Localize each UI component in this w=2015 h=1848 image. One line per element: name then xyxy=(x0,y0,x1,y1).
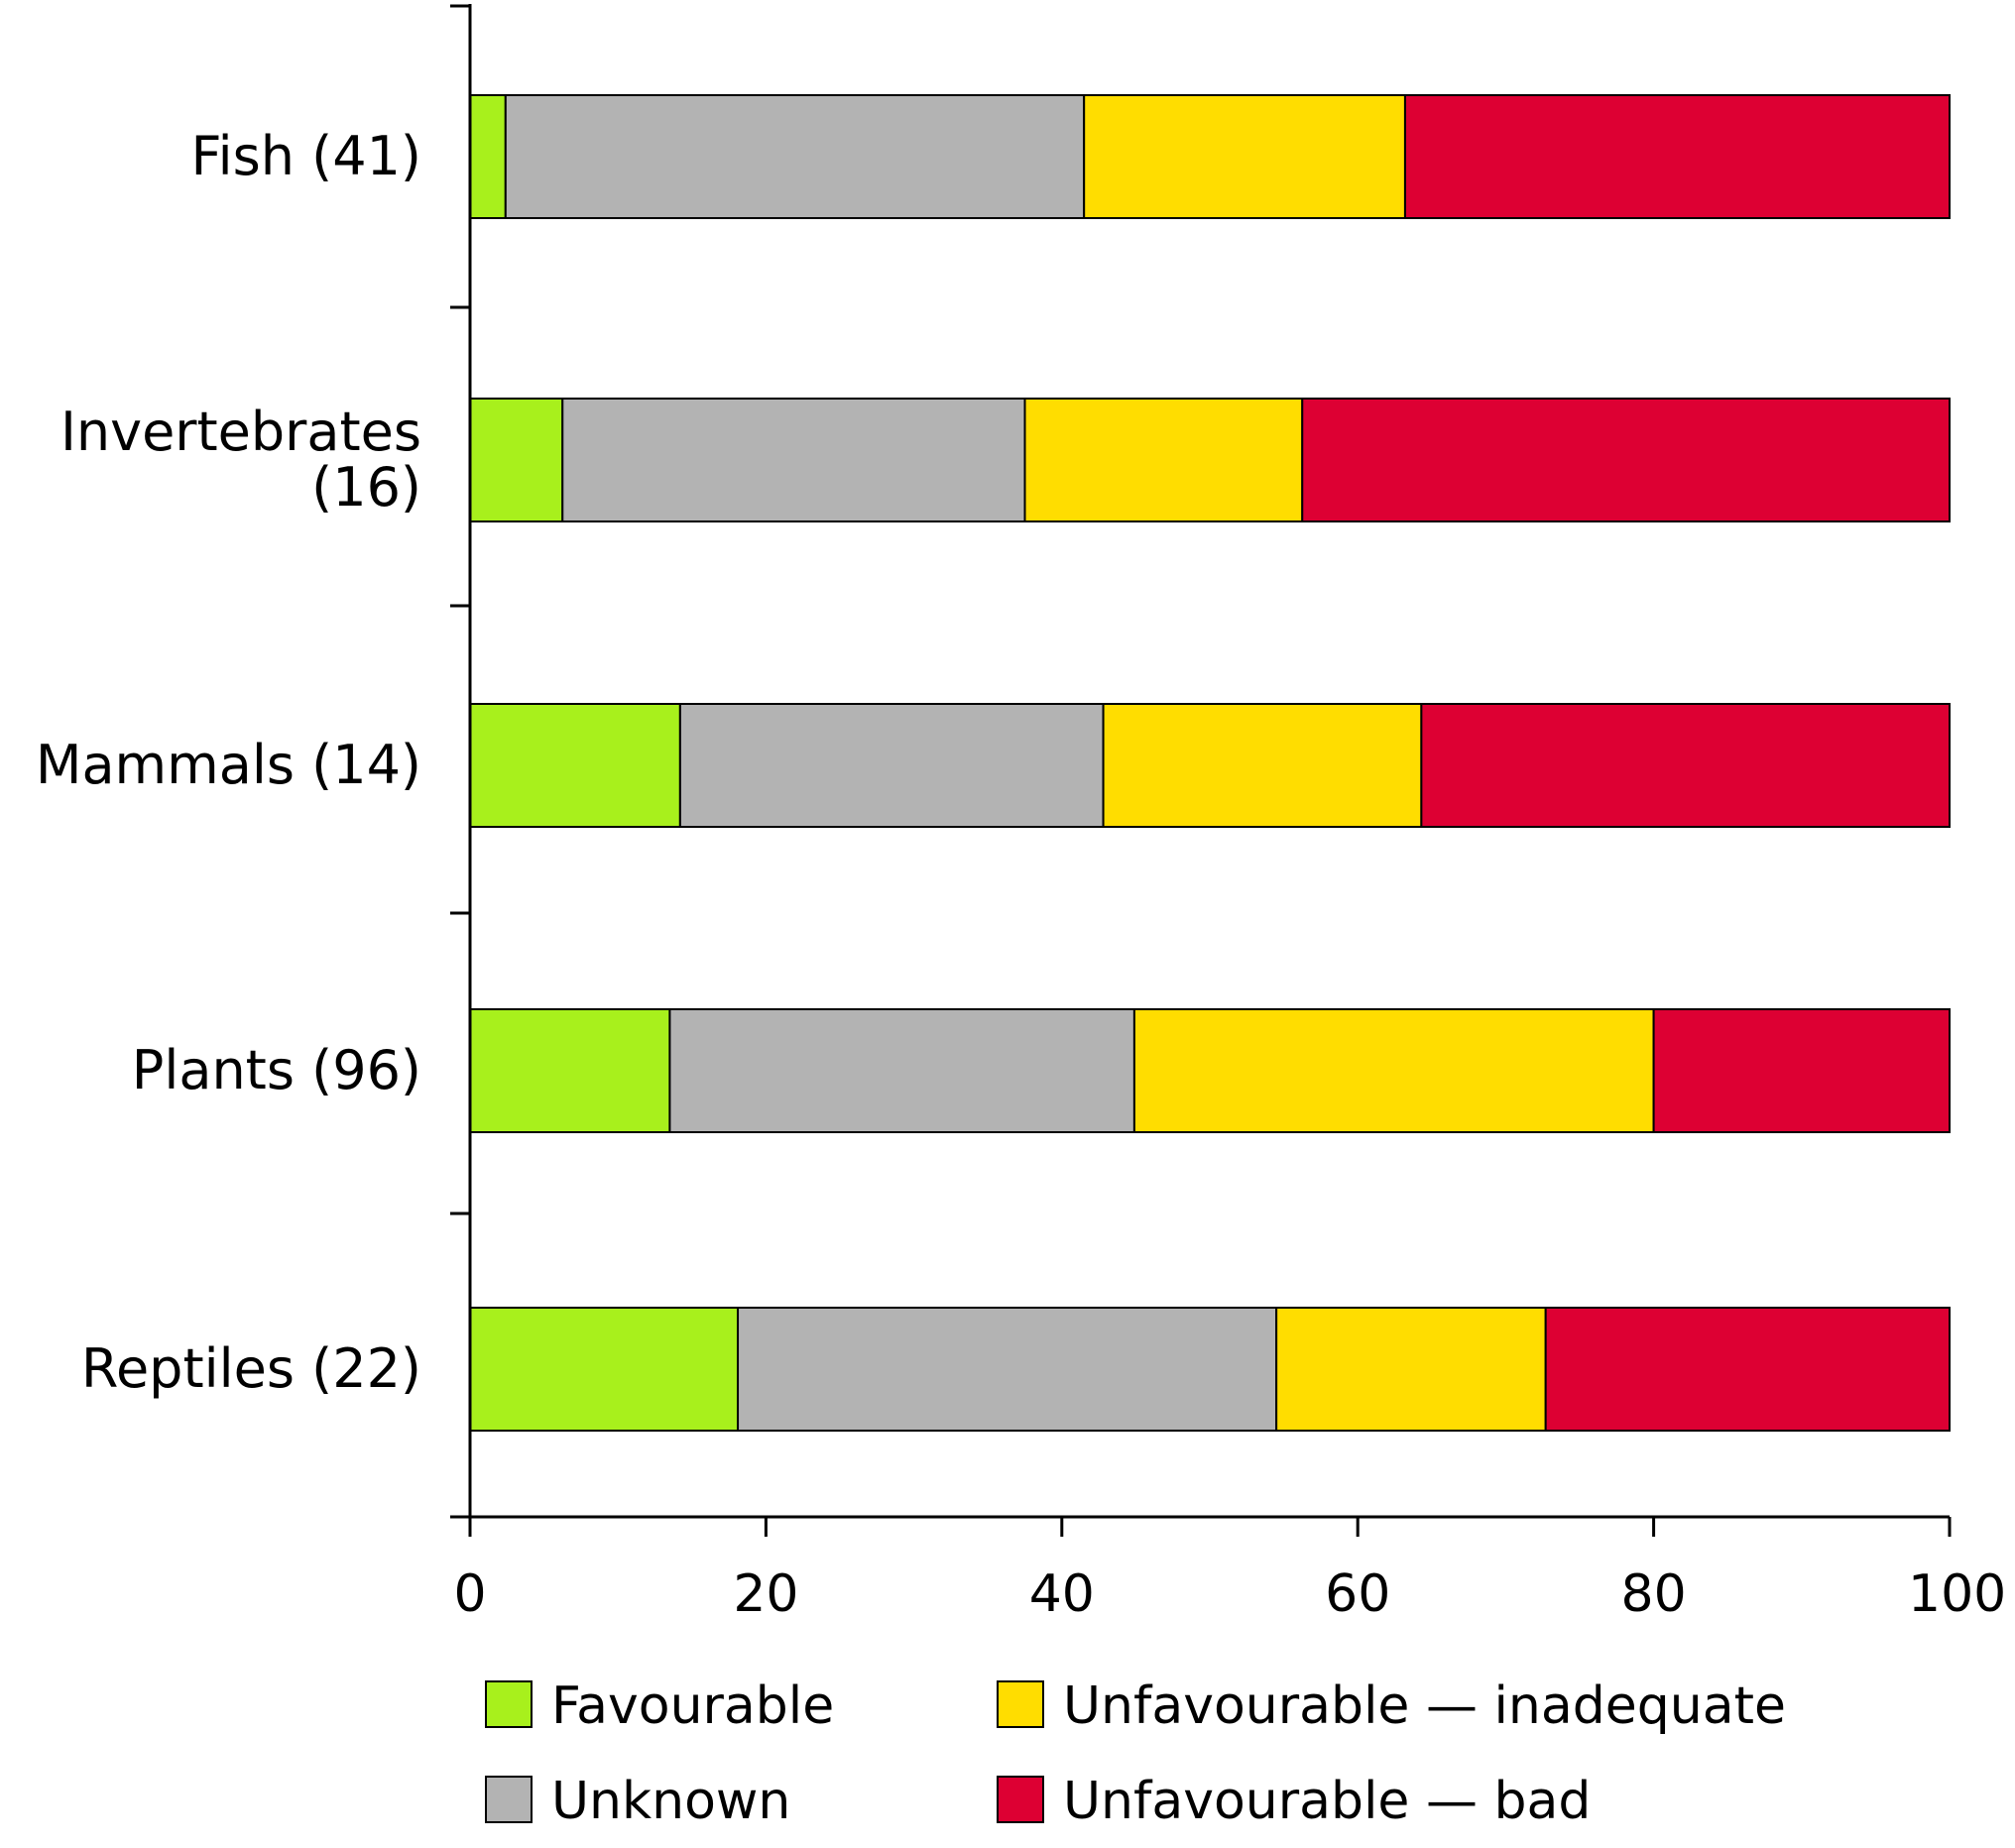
legend-label-unfavourable-inadequate: Unfavourable — inadequate xyxy=(1063,1676,1786,1736)
legend-label-unknown: Unknown xyxy=(551,1772,790,1831)
category-label-invertebrates-16: Invertebrates (16) xyxy=(60,401,421,519)
legend-swatch-favourable xyxy=(485,1680,533,1728)
bar-invertebrates-16-unfavourable-bad xyxy=(1301,398,1951,522)
x-tick-label: 0 xyxy=(453,1564,486,1624)
category-label-fish-41: Fish (41) xyxy=(190,125,421,187)
bars-layer xyxy=(469,94,1951,1432)
x-tick-labels: 0 20 40 60 80 100 % xyxy=(453,1564,2015,1624)
x-tick-label: 80 xyxy=(1621,1564,1687,1624)
bar-mammals-14-unknown xyxy=(678,703,1105,828)
bar-invertebrates-16-favourable xyxy=(469,398,564,522)
axes-layer xyxy=(450,4,1952,1537)
bar-mammals-14-favourable xyxy=(469,703,681,828)
bar-fish-41-unknown xyxy=(504,94,1086,219)
x-tick-label: 100 % xyxy=(1908,1564,2015,1624)
bar-invertebrates-16-unfavourable-inadequate xyxy=(1023,398,1304,522)
bar-invertebrates-16-unknown xyxy=(561,398,1026,522)
bar-reptiles-22-unknown xyxy=(737,1307,1278,1432)
category-label-plants-96: Plants (96) xyxy=(132,1039,421,1101)
x-tick-label: 60 xyxy=(1325,1564,1390,1624)
bar-plants-96-unfavourable-bad xyxy=(1652,1008,1951,1133)
bar-reptiles-22-unfavourable-inadequate xyxy=(1275,1307,1547,1432)
category-labels: Fish (41) Invertebrates (16) Mammals (14) Pl… xyxy=(36,125,421,1400)
legend: Favourable Unknown Unfavourable — inadequa… xyxy=(485,1676,1786,1831)
bar-fish-41-unfavourable-bad xyxy=(1403,94,1951,219)
legend-swatch-unfavourable-inadequate xyxy=(997,1680,1044,1728)
bar-fish-41-unfavourable-inadequate xyxy=(1083,94,1406,219)
legend-label-unfavourable-bad: Unfavourable — bad xyxy=(1063,1772,1591,1831)
legend-swatch-unknown xyxy=(485,1776,533,1823)
bar-fish-41-favourable xyxy=(469,94,507,219)
bar-plants-96-unknown xyxy=(668,1008,1135,1133)
bar-mammals-14-unfavourable-inadequate xyxy=(1102,703,1423,828)
bar-plants-96-unfavourable-inadequate xyxy=(1132,1008,1655,1133)
bar-mammals-14-unfavourable-bad xyxy=(1420,703,1951,828)
category-label-reptiles-22: Reptiles (22) xyxy=(81,1337,421,1400)
category-label-mammals-14: Mammals (14) xyxy=(36,734,421,796)
legend-label-favourable: Favourable xyxy=(551,1676,834,1736)
x-tick-label: 40 xyxy=(1029,1564,1095,1624)
bar-reptiles-22-unfavourable-bad xyxy=(1544,1307,1951,1432)
bar-reptiles-22-favourable xyxy=(469,1307,740,1432)
bar-plants-96-favourable xyxy=(469,1008,671,1133)
legend-swatch-unfavourable-bad xyxy=(997,1776,1044,1823)
x-tick-label: 20 xyxy=(733,1564,798,1624)
